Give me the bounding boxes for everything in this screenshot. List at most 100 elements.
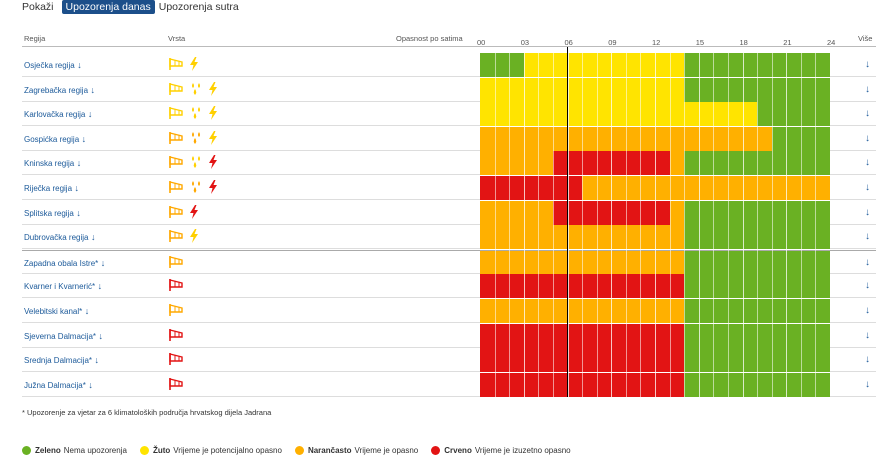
- hour-gridline: [727, 47, 729, 397]
- warning-type-icons: [168, 278, 184, 294]
- legend-name: Narančasto: [307, 446, 352, 455]
- hour-gridline: [509, 47, 511, 397]
- region-name: Kninska regija: [24, 159, 75, 169]
- region-link[interactable]: Srednja Dalmacija* ↓: [24, 355, 99, 365]
- expand-more-icon[interactable]: ↓: [865, 329, 870, 341]
- region-link[interactable]: Osječka regija ↓: [24, 60, 82, 70]
- legend: Zeleno Nema upozorenja Žuto Vrijeme je pote…: [22, 446, 584, 455]
- hour-gridline: [640, 47, 642, 397]
- region-link[interactable]: Sjeverna Dalmacija* ↓: [24, 331, 103, 341]
- expand-more-icon[interactable]: ↓: [865, 132, 870, 144]
- hour-gridline: [713, 47, 715, 397]
- region-name: Srednja Dalmacija*: [24, 356, 93, 366]
- danger-segment: [684, 323, 830, 348]
- region-link[interactable]: Dubrovačka regija ↓: [24, 232, 96, 242]
- warning-type-icons: [168, 352, 184, 368]
- expand-more-icon[interactable]: ↓: [865, 206, 870, 218]
- danger-segment: [480, 53, 524, 77]
- expand-more-icon[interactable]: ↓: [865, 83, 870, 95]
- warning-type-icons: [168, 303, 184, 319]
- rain-drops-icon: [189, 180, 203, 196]
- region-link[interactable]: Splitska regija ↓: [24, 208, 81, 218]
- warning-type-icons: [168, 130, 218, 147]
- arrow-down-icon: ↓: [96, 330, 104, 341]
- legend-color-dot: [431, 446, 441, 455]
- danger-segment: [480, 102, 758, 127]
- region-link[interactable]: Kvarner i Kvarnerić* ↓: [24, 281, 102, 291]
- region-link[interactable]: Zagrebačka regija ↓: [24, 85, 95, 95]
- expand-more-icon[interactable]: ↓: [865, 108, 870, 120]
- hour-tick: 24: [827, 38, 836, 47]
- hour-gridline: [669, 47, 671, 397]
- region-link[interactable]: Kninska regija ↓: [24, 158, 81, 168]
- arrow-down-icon: ↓: [85, 379, 93, 390]
- expand-more-icon[interactable]: ↓: [865, 256, 870, 268]
- wind-flag-icon: [168, 328, 184, 344]
- region-link[interactable]: Karlovačka regija ↓: [24, 109, 92, 119]
- hour-gridline: [742, 47, 744, 397]
- region-name: Osječka regija: [24, 61, 75, 70]
- region-link[interactable]: Zapadna obala Istre* ↓: [24, 258, 105, 268]
- expand-more-icon[interactable]: ↓: [865, 305, 870, 316]
- expand-more-icon[interactable]: ↓: [865, 231, 870, 243]
- arrow-down-icon: ↓: [85, 109, 93, 120]
- expand-more-icon[interactable]: ↓: [865, 378, 870, 390]
- legend-item: Narančasto Vrijeme je opasno: [294, 446, 419, 455]
- hour-gridline: [625, 47, 627, 397]
- header-danger-by-hour: Opasnost po satima: [396, 34, 463, 43]
- hour-tick: 09: [608, 38, 617, 47]
- table-row: Sjeverna Dalmacija* ↓ ↓: [22, 323, 876, 348]
- legend-description: Vrijeme je opasno: [354, 446, 419, 455]
- lightning-icon: [189, 204, 199, 221]
- hour-tick: 03: [520, 38, 530, 47]
- rain-drops-icon: [189, 155, 203, 171]
- hour-gridline: [582, 47, 584, 397]
- arrow-down-icon: ↓: [88, 232, 96, 243]
- tab-warnings-today[interactable]: Upozorenja danas: [61, 0, 155, 14]
- region-link[interactable]: Gospićka regija ↓: [24, 134, 86, 144]
- legend-item: Žuto Vrijeme je potencijalno opasno: [139, 446, 282, 455]
- arrow-down-icon: ↓: [74, 60, 82, 70]
- arrow-down-icon: ↓: [73, 207, 81, 218]
- lightning-icon: [208, 180, 218, 196]
- table-row: Velebitski kanal* ↓ ↓: [22, 299, 876, 323]
- region-link[interactable]: Velebitski kanal* ↓: [24, 306, 89, 316]
- danger-segment: [669, 200, 685, 225]
- danger-segment: [669, 151, 685, 176]
- show-label: Pokaži: [22, 1, 54, 13]
- region-link[interactable]: Riječka regija ↓: [24, 183, 79, 193]
- table-row: Osječka regija ↓ ↓: [22, 53, 876, 77]
- wind-flag-icon: [168, 155, 184, 171]
- danger-segment: [684, 200, 830, 225]
- table-row: Dubrovačka regija ↓ ↓: [22, 225, 876, 250]
- warning-type-icons: [168, 204, 199, 221]
- danger-segment: [684, 274, 830, 299]
- rain-drops-icon: [189, 106, 203, 122]
- region-link[interactable]: Južna Dalmacija* ↓: [24, 380, 93, 390]
- region-name: Zapadna obala Istre*: [24, 258, 99, 268]
- expand-more-icon[interactable]: ↓: [865, 182, 870, 193]
- danger-segment: [684, 225, 830, 250]
- expand-more-icon[interactable]: ↓: [865, 354, 870, 366]
- legend-name: Crveno: [444, 446, 472, 455]
- warning-type-icons: [168, 229, 199, 245]
- hour-tick: 12: [652, 38, 661, 47]
- hour-gridline: [786, 47, 788, 397]
- expand-more-icon[interactable]: ↓: [865, 157, 870, 169]
- wind-flag-icon: [168, 303, 184, 319]
- tab-warnings-tomorrow[interactable]: Upozorenja sutra: [158, 1, 239, 13]
- warning-type-icons: [168, 106, 218, 122]
- rain-drops-icon: [189, 82, 203, 98]
- expand-more-icon[interactable]: ↓: [865, 59, 870, 70]
- warning-type-icons: [168, 180, 218, 196]
- hour-gridline: [684, 47, 686, 397]
- wind-flag-icon: [168, 131, 184, 147]
- arrow-down-icon: ↓: [79, 133, 87, 144]
- hour-tick: 18: [739, 38, 748, 47]
- expand-more-icon[interactable]: ↓: [865, 280, 870, 292]
- warning-type-icons: [168, 57, 199, 73]
- danger-segment: [582, 176, 830, 200]
- hour-gridline: [800, 47, 802, 397]
- table-row: Zapadna obala Istre* ↓ ↓: [22, 249, 876, 275]
- arrow-down-icon: ↓: [72, 183, 80, 193]
